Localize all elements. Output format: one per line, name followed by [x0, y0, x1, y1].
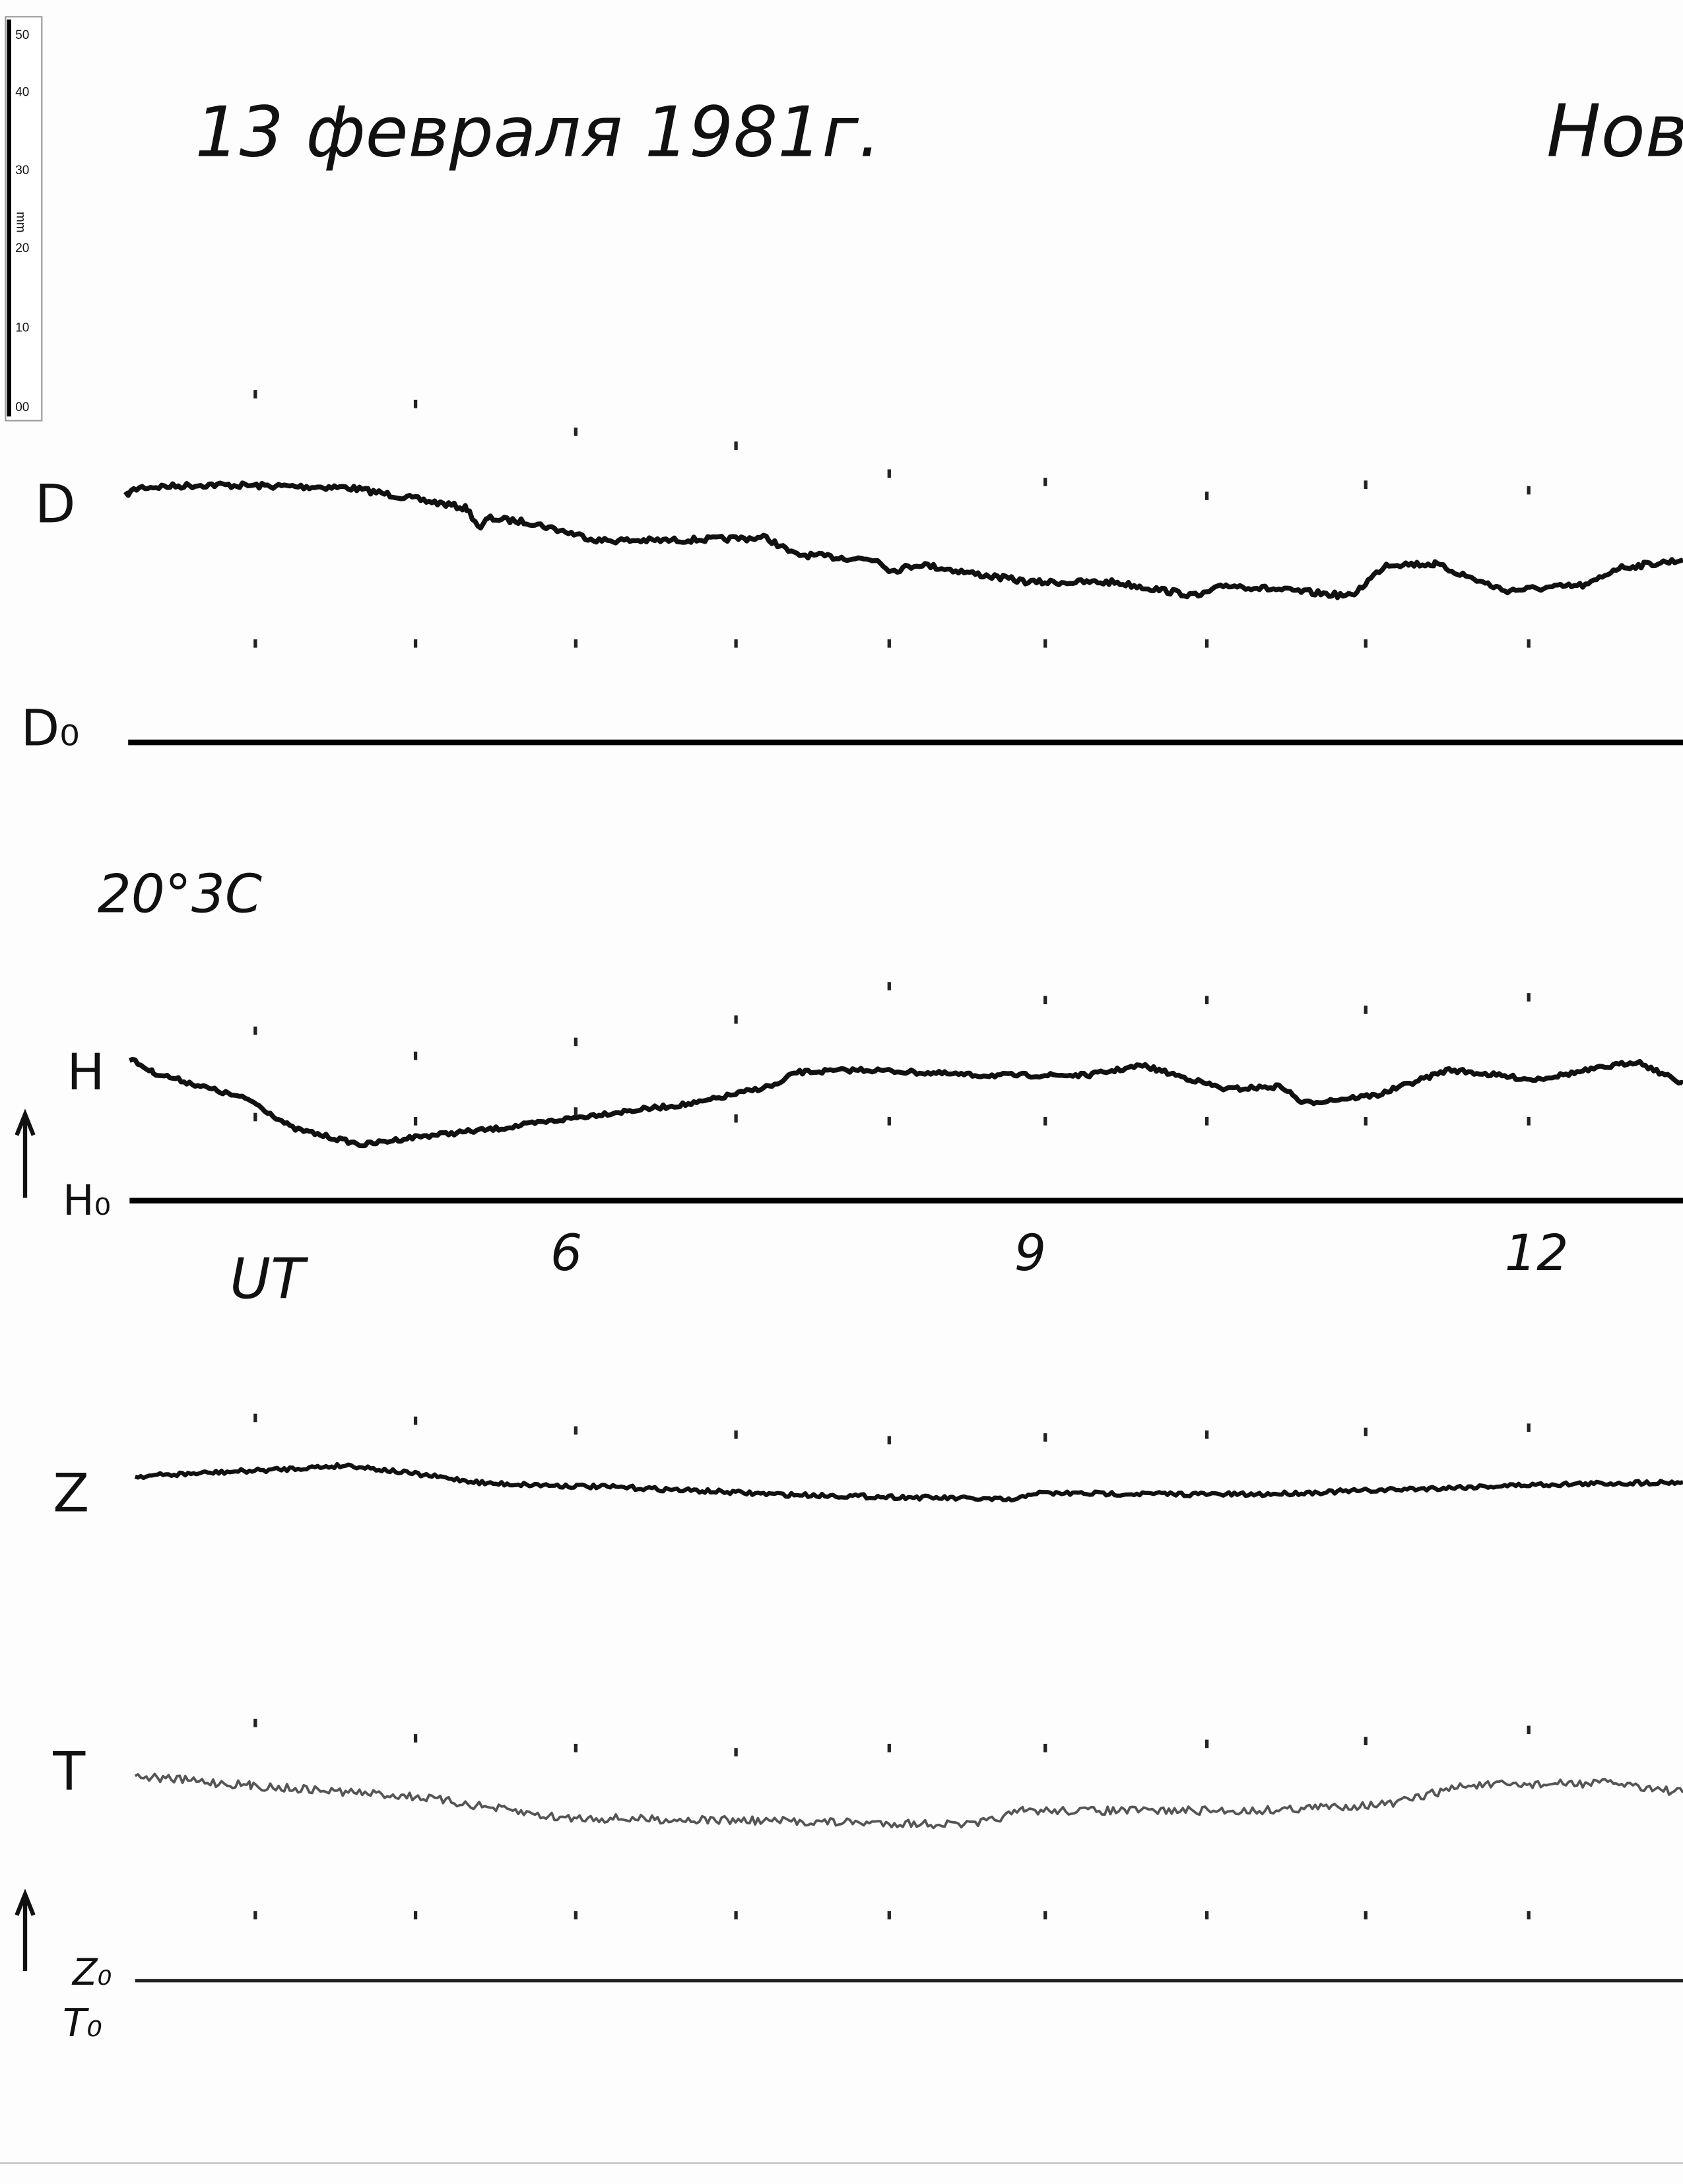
hour-tick: [1043, 1116, 1047, 1126]
hour-tick: [1364, 639, 1368, 648]
ruler-tick: 00: [15, 401, 29, 414]
hour-tick: [1364, 1006, 1368, 1014]
arrow: [15, 1888, 36, 1971]
trace-label: D: [35, 474, 76, 535]
hour-tick: [1527, 1911, 1531, 1919]
trace-label: H: [67, 1043, 104, 1101]
hour-tick: [574, 639, 578, 648]
hour-tick: [574, 1426, 578, 1435]
hour-tick: [887, 1436, 891, 1445]
hour-tick: [734, 1911, 738, 1919]
baseline-label: H₀: [63, 1176, 111, 1225]
hour-tick: [734, 441, 738, 450]
hour-tick: [887, 1743, 891, 1752]
hour-tick: [253, 1911, 257, 1919]
hour-label: 9: [1014, 1223, 1046, 1282]
ruler-unit: mm: [13, 212, 27, 233]
hour-tick: [1204, 492, 1209, 500]
hour-tick: [734, 1114, 738, 1123]
magnetogram-trace: [128, 1056, 1683, 1149]
hour-tick: [574, 1037, 578, 1046]
hour-tick: [413, 1416, 418, 1425]
hour-tick: [574, 428, 578, 436]
hour-tick: [1364, 1116, 1368, 1126]
trace-label: T: [52, 1741, 86, 1803]
hour-tick: [1043, 996, 1047, 1005]
hour-tick: [574, 1107, 578, 1116]
hour-tick: [1527, 486, 1531, 495]
hour-tick: [574, 1743, 578, 1752]
hour-tick: [253, 1413, 257, 1423]
hour-tick: [1364, 480, 1368, 489]
ruler-tick: 50: [15, 28, 29, 42]
hour-tick: [413, 1911, 418, 1919]
hour-tick: [734, 1015, 738, 1024]
hour-tick: [253, 1718, 257, 1727]
ruler-tick: 30: [15, 164, 29, 177]
temperature-note: 20°3C: [98, 864, 262, 925]
hour-tick: [1204, 1911, 1209, 1919]
ruler-tick: 20: [15, 241, 29, 255]
baseline-label: Z₀: [71, 1951, 112, 1993]
ruler-tick: 40: [15, 86, 29, 100]
ruler-bar: [7, 19, 11, 417]
hour-tick: [413, 639, 418, 648]
baseline-label: D₀: [21, 698, 80, 757]
hour-tick: [413, 1734, 418, 1743]
hour-tick: [1527, 639, 1531, 648]
hour-tick: [1204, 1430, 1209, 1439]
trace-label: Z: [53, 1462, 89, 1524]
hour-tick: [887, 469, 891, 478]
ruler-tick: 10: [15, 321, 29, 335]
hour-tick: [1527, 1116, 1531, 1126]
hour-tick: [887, 1911, 891, 1919]
hour-tick: [1364, 1737, 1368, 1746]
date-title: 13 февраля 1981г.: [195, 91, 881, 172]
hour-tick: [253, 1112, 257, 1122]
hour-label: 12: [1505, 1223, 1569, 1282]
hour-tick: [734, 1430, 738, 1439]
hour-tick: [413, 399, 418, 408]
hour-tick: [887, 1116, 891, 1126]
magnetogram-trace: [123, 480, 1683, 600]
hour-tick: [253, 390, 257, 399]
hour-tick: [1043, 639, 1047, 648]
hour-tick: [734, 1748, 738, 1756]
traces: [123, 480, 1683, 1830]
hour-tick: [253, 1026, 257, 1035]
hour-tick: [1364, 1911, 1368, 1919]
hour-tick: [413, 1051, 418, 1060]
hour-tick: [734, 639, 738, 648]
ruler-body: [5, 16, 43, 422]
hour-tick: [1043, 1911, 1047, 1919]
hour-tick: [1204, 996, 1209, 1005]
hour-tick: [1043, 1743, 1047, 1752]
station-name: Нов: [1546, 88, 1683, 173]
hour-tick: [1204, 1739, 1209, 1749]
magnetogram-trace: [134, 1461, 1683, 1503]
hour-tick: [1527, 993, 1531, 1002]
hour-tick: [1204, 639, 1209, 648]
hour-tick: [1527, 1423, 1531, 1432]
magnetogram-trace: [134, 1772, 1683, 1830]
hour-tick: [574, 1911, 578, 1919]
hour-tick: [1364, 1427, 1368, 1436]
hour-tick: [887, 982, 891, 990]
hour-tick: [413, 1116, 418, 1126]
hour-tick: [1527, 1725, 1531, 1735]
hour-tick: [1043, 1433, 1047, 1442]
arrow: [15, 1108, 36, 1198]
hour-tick: [1043, 478, 1047, 486]
hour-tick: [253, 639, 257, 648]
hour-label: 6: [550, 1223, 582, 1282]
hour-tick: [887, 639, 891, 648]
baseline-label: T₀: [63, 2000, 102, 2045]
time-axis-label: UT: [230, 1246, 309, 1311]
hour-ticks: [253, 390, 1531, 1919]
hour-tick: [1204, 1116, 1209, 1126]
scale-ruler: 50 40 30 20 10 00 mm: [5, 16, 43, 422]
